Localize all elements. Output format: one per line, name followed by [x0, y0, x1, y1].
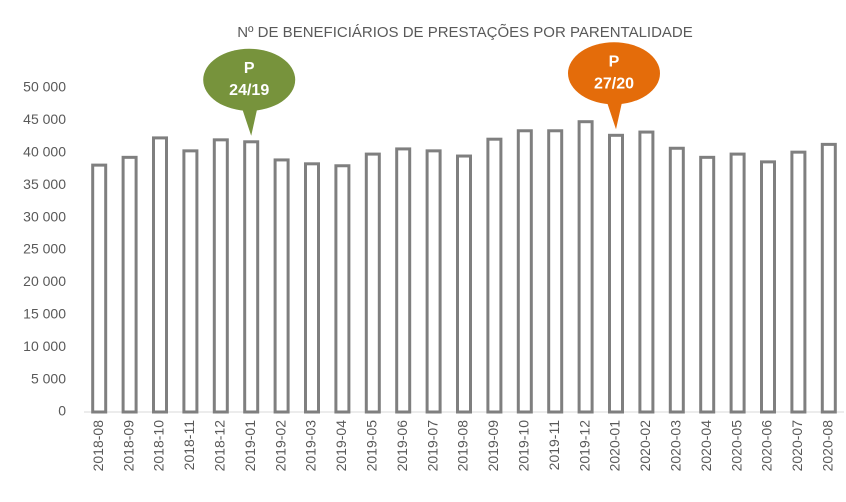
y-tick-label: 20 000: [23, 273, 66, 289]
x-tick-label: 2019-07: [424, 420, 440, 472]
annotation: P: [244, 60, 255, 77]
bar: [577, 120, 594, 414]
x-tick-label: 2018-10: [151, 420, 167, 472]
bar: [486, 137, 503, 414]
bar: [547, 129, 564, 414]
x-tick-label: 2018-09: [120, 420, 136, 472]
bar: [699, 155, 716, 414]
annotation: P: [609, 54, 620, 71]
bar: [334, 164, 351, 414]
y-tick-label: 45 000: [23, 111, 66, 127]
callout: [203, 48, 296, 111]
callout: [568, 42, 660, 105]
bar: [729, 152, 746, 414]
bar: [273, 158, 290, 414]
bar: [760, 160, 776, 414]
x-tick-label: 2020-05: [728, 420, 744, 472]
y-tick-label: 30 000: [23, 208, 66, 224]
x-tick-label: 2018-11: [181, 420, 197, 471]
bar: [364, 152, 381, 414]
x-tick-label: 2019-03: [303, 420, 319, 472]
bar: [425, 149, 442, 414]
chart-title: Nº DE BENEFICIÁRIOS DE PRESTAÇÕES POR PA…: [237, 24, 693, 41]
bar: [456, 154, 472, 414]
bar: [608, 133, 624, 414]
x-tick-label: 2020-01: [607, 420, 623, 472]
y-tick-label: 25 000: [23, 241, 66, 257]
x-tick-label: 2020-08: [820, 420, 836, 472]
y-tick-label: 50 000: [23, 79, 66, 95]
annotation: 27/20: [594, 76, 634, 93]
bar: [212, 138, 229, 414]
x-tick-label: 2020-02: [637, 420, 653, 472]
y-tick-label: 10 000: [23, 338, 66, 354]
bar: [121, 155, 138, 414]
bar: [182, 149, 199, 414]
bar: [638, 130, 655, 414]
x-tick-label: 2020-06: [759, 420, 775, 472]
y-tick-label: 40 000: [23, 144, 66, 160]
x-tick-label: 2019-06: [394, 420, 410, 472]
x-tick-label: 2019-11: [546, 420, 562, 471]
y-tick-label: 5 000: [31, 370, 66, 386]
bar: [243, 140, 260, 414]
y-tick-label: 0: [58, 403, 66, 419]
bar: [668, 146, 685, 414]
x-tick-label: 2019-10: [516, 420, 532, 472]
bar: [395, 147, 412, 414]
x-tick-label: 2020-03: [668, 420, 684, 472]
x-tick-label: 2018-12: [212, 420, 228, 472]
x-tick-label: 2019-08: [455, 420, 471, 472]
bar: [91, 163, 108, 414]
x-tick-label: 2019-05: [364, 420, 380, 472]
x-tick-label: 2019-12: [576, 420, 592, 472]
x-tick-label: 2020-04: [698, 420, 714, 472]
y-tick-label: 15 000: [23, 306, 66, 322]
bar: [304, 162, 320, 414]
annotation: 24/19: [229, 82, 269, 99]
bar: [820, 142, 837, 414]
bar: [516, 129, 533, 414]
x-tick-label: 2019-01: [242, 420, 258, 472]
x-tick-label: 2019-09: [485, 420, 501, 472]
x-tick-label: 2020-07: [789, 420, 805, 472]
bar: [790, 150, 807, 414]
x-tick-label: 2018-08: [90, 420, 106, 472]
y-tick-label: 35 000: [23, 176, 66, 192]
x-tick-label: 2019-04: [333, 420, 349, 472]
bar: [152, 136, 168, 414]
x-tick-label: 2019-02: [272, 420, 288, 472]
